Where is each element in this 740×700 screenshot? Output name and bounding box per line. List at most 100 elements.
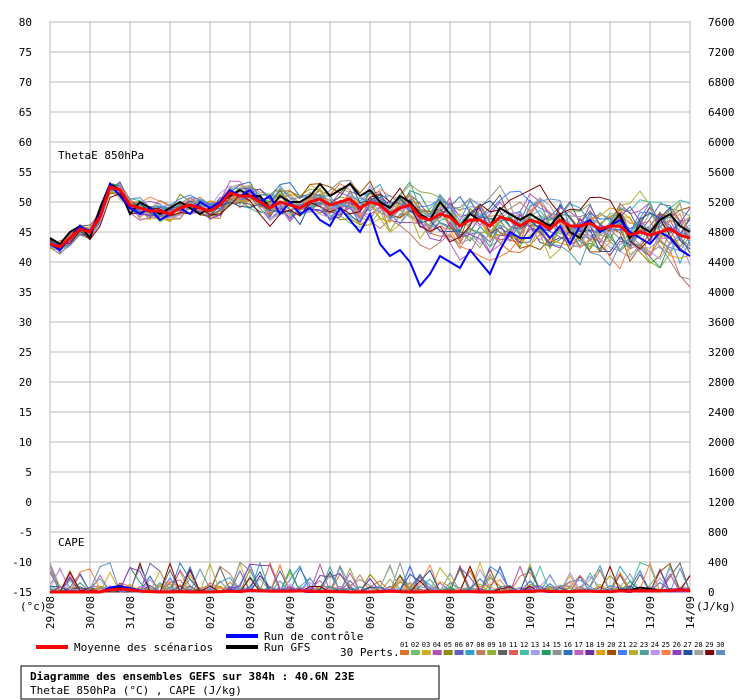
y-tick-left: 80	[19, 16, 32, 29]
y-tick-left: 55	[19, 166, 32, 179]
y-tick-right: 400	[708, 556, 728, 569]
y-tick-right: 1200	[708, 496, 735, 509]
legend-control-swatch	[226, 634, 258, 638]
y-tick-right: 800	[708, 526, 728, 539]
pert-swatch	[716, 650, 726, 655]
legend-control-label: Run de contrôle	[264, 630, 363, 643]
y-tick-left: 65	[19, 106, 32, 119]
y-tick-left: 35	[19, 286, 32, 299]
pert-code: 28	[694, 641, 702, 649]
y-tick-left: 25	[19, 346, 32, 359]
pert-swatch	[443, 650, 453, 655]
pert-code: 15	[553, 641, 561, 649]
y-tick-right: 6000	[708, 136, 735, 149]
panel-label-thetae: ThetaE 850hPa	[58, 149, 144, 162]
title-box: Diagramme des ensembles GEFS sur 384h : …	[20, 665, 440, 700]
pert-code: 07	[465, 641, 473, 649]
pert-swatch	[465, 650, 475, 655]
y-tick-right: 7200	[708, 46, 735, 59]
y-tick-right: 4400	[708, 256, 735, 269]
pert-swatch	[400, 650, 409, 655]
y-tick-right: 5600	[708, 166, 735, 179]
y-tick-right: 6400	[708, 106, 735, 119]
pert-code: 17	[574, 641, 582, 649]
pert-swatch	[410, 650, 420, 655]
pert-code: 29	[705, 641, 713, 649]
pert-swatch	[628, 650, 638, 655]
pert-swatch	[585, 650, 595, 655]
x-tick-label: 09/09	[484, 596, 497, 629]
pert-legend: 01 02 03 04 05 06 07 08 09 10 11 12 13 14 15 16 17 18 19 20…	[400, 641, 726, 655]
y-tick-right: 4800	[708, 226, 735, 239]
y-axis-label-left: (°c)	[20, 600, 47, 613]
pert-code: 16	[564, 641, 572, 649]
y-tick-right: 3600	[708, 316, 735, 329]
y-axis-label-right: (J/kg)	[696, 600, 736, 613]
x-tick-label: 14/09	[684, 596, 697, 629]
x-tick-label: 13/09	[644, 596, 657, 629]
pert-code: 05	[444, 641, 452, 649]
pert-swatch	[694, 650, 704, 655]
grid	[49, 21, 691, 593]
pert-code: 08	[476, 641, 484, 649]
pert-code: 12	[520, 641, 528, 649]
mean-thetae-line	[49, 185, 691, 249]
pert-swatch	[487, 650, 497, 655]
pert-swatch	[705, 650, 715, 655]
legend-gfs-label: Run GFS	[264, 641, 310, 654]
pert-swatch	[563, 650, 573, 655]
pert-code: 09	[487, 641, 495, 649]
pert-swatch	[530, 650, 540, 655]
pert-swatch	[552, 650, 562, 655]
x-tick-label: 08/09	[444, 596, 457, 629]
x-tick-label: 06/09	[364, 596, 377, 629]
y-tick-left: -5	[19, 526, 32, 539]
x-tick-label: 12/09	[604, 596, 617, 629]
pert-code: 21	[618, 641, 626, 649]
mean-cape-line	[50, 587, 691, 594]
y-tick-left: 50	[19, 196, 32, 209]
y-tick-right: 1600	[708, 466, 735, 479]
pert-code: 14	[542, 641, 550, 649]
x-tick-label: 05/09	[324, 596, 337, 629]
y-tick-right: 7600	[708, 16, 735, 29]
pert-code: 06	[455, 641, 463, 649]
pert-code: 11	[509, 641, 517, 649]
pert-swatch	[432, 650, 442, 655]
y-tick-left: 40	[19, 256, 32, 269]
pert-swatch	[498, 650, 508, 655]
y-tick-left: 0	[25, 496, 32, 509]
x-tick-label: 10/09	[524, 596, 537, 629]
pert-swatch	[421, 650, 431, 655]
y-tick-right: 6800	[708, 76, 735, 89]
y-tick-left: 15	[19, 406, 32, 419]
x-tick-label: 01/09	[164, 596, 177, 629]
pert-code: 23	[640, 641, 648, 649]
y-tick-left: 70	[19, 76, 32, 89]
pert-code: 01	[400, 641, 408, 649]
legend-gfs-swatch	[226, 645, 258, 649]
pert-code: 03	[422, 641, 430, 649]
pert-code: 30	[716, 641, 724, 649]
pert-code: 22	[629, 641, 637, 649]
y-tick-left: 60	[19, 136, 32, 149]
pert-code: 27	[683, 641, 691, 649]
pert-swatch	[683, 650, 693, 655]
y-tick-left: 45	[19, 226, 32, 239]
pert-swatch	[596, 650, 606, 655]
panel-label-cape: CAPE	[58, 536, 85, 549]
pert-swatch	[574, 650, 584, 655]
pert-swatch	[661, 650, 671, 655]
right-axis-ticks: 7600720068006400600056005200480044004000…	[708, 16, 735, 599]
pert-swatch	[509, 650, 518, 655]
x-axis-ticks: 29/08 30/08 31/08 01/09 02/09 03/09 04/09 05/09…	[44, 596, 697, 629]
x-tick-label: 30/08	[84, 596, 97, 629]
y-tick-right: 0	[708, 586, 715, 599]
y-tick-right: 2400	[708, 406, 735, 419]
chart-title: Diagramme des ensembles GEFS sur 384h : …	[30, 670, 355, 683]
pert-code: 18	[585, 641, 593, 649]
x-tick-label: 07/09	[404, 596, 417, 629]
pert-swatch	[618, 650, 627, 655]
